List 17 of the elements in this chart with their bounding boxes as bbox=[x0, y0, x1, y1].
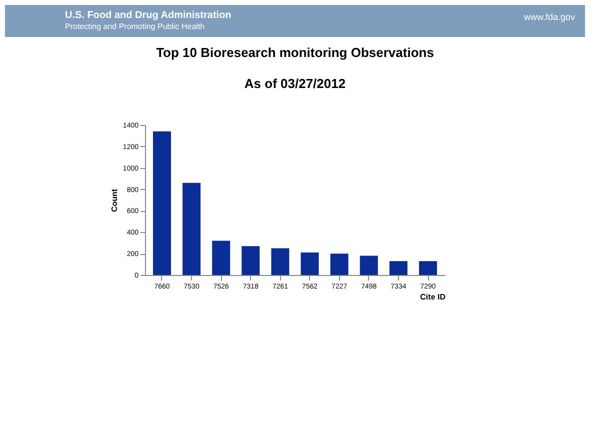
text: Protecting and Promoting Public Health bbox=[65, 22, 205, 31]
bar bbox=[360, 256, 378, 275]
y-axis-title: Count bbox=[110, 188, 119, 212]
chart-title: Top 10 Bioresearch monitoring Observations bbox=[156, 45, 434, 60]
text: www.fda.gov bbox=[522, 12, 576, 22]
bar bbox=[212, 240, 230, 275]
chart-subtitle: As of 03/27/2012 bbox=[244, 76, 346, 91]
x-axis-title: Cite ID bbox=[420, 292, 446, 302]
text: U.S. Food and Drug Administration bbox=[65, 10, 232, 21]
bar bbox=[419, 261, 438, 275]
bar bbox=[389, 261, 408, 275]
bar bbox=[300, 252, 319, 275]
bar bbox=[242, 246, 260, 275]
bar bbox=[182, 182, 201, 275]
bar bbox=[152, 131, 171, 275]
bar bbox=[271, 248, 290, 275]
bar bbox=[330, 254, 348, 275]
